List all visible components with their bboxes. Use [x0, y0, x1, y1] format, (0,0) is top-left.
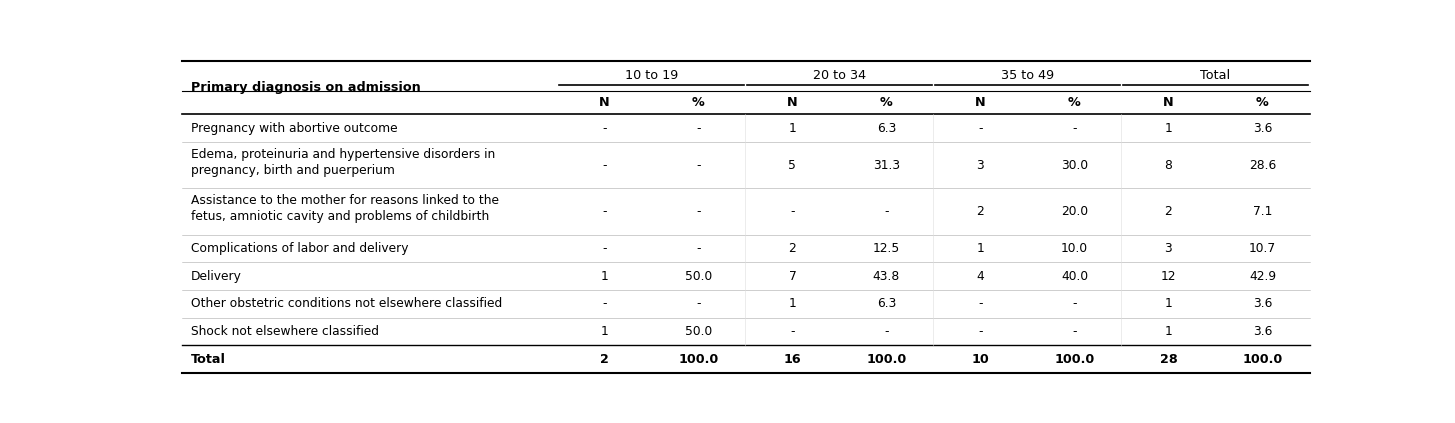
Text: 1: 1: [1164, 297, 1173, 310]
Text: 28: 28: [1160, 353, 1177, 366]
Text: 6.3: 6.3: [877, 297, 896, 310]
Text: Total: Total: [191, 353, 226, 366]
Text: 1: 1: [1164, 122, 1173, 135]
Text: 4: 4: [976, 270, 985, 283]
Text: -: -: [1072, 122, 1077, 135]
Text: Assistance to the mother for reasons linked to the
fetus, amniotic cavity and pr: Assistance to the mother for reasons lin…: [191, 194, 499, 223]
Text: -: -: [602, 297, 607, 310]
Text: Total: Total: [1200, 69, 1231, 82]
Text: -: -: [695, 122, 701, 135]
Text: Complications of labor and delivery: Complications of labor and delivery: [191, 242, 409, 255]
Text: 5: 5: [789, 159, 796, 172]
Text: N: N: [975, 96, 985, 110]
Text: 6.3: 6.3: [877, 122, 896, 135]
Text: 3.6: 3.6: [1253, 122, 1272, 135]
Text: 100.0: 100.0: [1243, 353, 1283, 366]
Text: 1: 1: [1164, 325, 1173, 338]
Text: -: -: [978, 325, 982, 338]
Text: N: N: [599, 96, 610, 110]
Text: -: -: [695, 205, 701, 218]
Text: 10 to 19: 10 to 19: [624, 69, 678, 82]
Text: -: -: [1072, 325, 1077, 338]
Text: 100.0: 100.0: [678, 353, 719, 366]
Text: 1: 1: [601, 325, 608, 338]
Text: 10.0: 10.0: [1061, 242, 1088, 255]
Text: 42.9: 42.9: [1248, 270, 1276, 283]
Text: 35 to 49: 35 to 49: [1001, 69, 1053, 82]
Text: -: -: [978, 297, 982, 310]
Text: 100.0: 100.0: [866, 353, 906, 366]
Text: -: -: [790, 325, 794, 338]
Text: -: -: [695, 159, 701, 172]
Text: 20 to 34: 20 to 34: [813, 69, 866, 82]
Text: -: -: [602, 242, 607, 255]
Text: %: %: [1256, 96, 1269, 110]
Text: 31.3: 31.3: [873, 159, 901, 172]
Text: 8: 8: [1164, 159, 1173, 172]
Text: 7.1: 7.1: [1253, 205, 1272, 218]
Text: -: -: [602, 159, 607, 172]
Text: Primary diagnosis on admission: Primary diagnosis on admission: [191, 81, 420, 94]
Text: 28.6: 28.6: [1248, 159, 1276, 172]
Text: Other obstetric conditions not elsewhere classified: Other obstetric conditions not elsewhere…: [191, 297, 502, 310]
Text: 2: 2: [789, 242, 796, 255]
Text: 1: 1: [601, 270, 608, 283]
Text: 12: 12: [1161, 270, 1176, 283]
Text: Shock not elsewhere classified: Shock not elsewhere classified: [191, 325, 378, 338]
Text: 30.0: 30.0: [1061, 159, 1088, 172]
Text: N: N: [787, 96, 797, 110]
Text: 40.0: 40.0: [1061, 270, 1088, 283]
Text: -: -: [695, 242, 701, 255]
Text: 12.5: 12.5: [873, 242, 901, 255]
Text: 100.0: 100.0: [1055, 353, 1094, 366]
Text: 1: 1: [976, 242, 985, 255]
Text: 16: 16: [784, 353, 802, 366]
Text: 3.6: 3.6: [1253, 325, 1272, 338]
Text: 50.0: 50.0: [685, 270, 711, 283]
Text: 10: 10: [972, 353, 989, 366]
Text: 2: 2: [599, 353, 608, 366]
Text: %: %: [880, 96, 893, 110]
Text: -: -: [695, 297, 701, 310]
Text: -: -: [885, 205, 889, 218]
Text: 2: 2: [1164, 205, 1173, 218]
Text: 3: 3: [1164, 242, 1173, 255]
Text: 7: 7: [789, 270, 796, 283]
Text: -: -: [602, 205, 607, 218]
Text: -: -: [790, 205, 794, 218]
Text: Pregnancy with abortive outcome: Pregnancy with abortive outcome: [191, 122, 397, 135]
Text: 10.7: 10.7: [1248, 242, 1276, 255]
Text: 3.6: 3.6: [1253, 297, 1272, 310]
Text: -: -: [978, 122, 982, 135]
Text: -: -: [1072, 297, 1077, 310]
Text: 20.0: 20.0: [1061, 205, 1088, 218]
Text: -: -: [885, 325, 889, 338]
Text: %: %: [1068, 96, 1081, 110]
Text: %: %: [693, 96, 704, 110]
Text: 3: 3: [976, 159, 985, 172]
Text: 2: 2: [976, 205, 985, 218]
Text: 1: 1: [789, 297, 796, 310]
Text: Edema, proteinuria and hypertensive disorders in
pregnancy, birth and puerperium: Edema, proteinuria and hypertensive diso…: [191, 148, 495, 177]
Text: N: N: [1163, 96, 1174, 110]
Text: 1: 1: [789, 122, 796, 135]
Text: -: -: [602, 122, 607, 135]
Text: Delivery: Delivery: [191, 270, 242, 283]
Text: 43.8: 43.8: [873, 270, 901, 283]
Text: 50.0: 50.0: [685, 325, 711, 338]
